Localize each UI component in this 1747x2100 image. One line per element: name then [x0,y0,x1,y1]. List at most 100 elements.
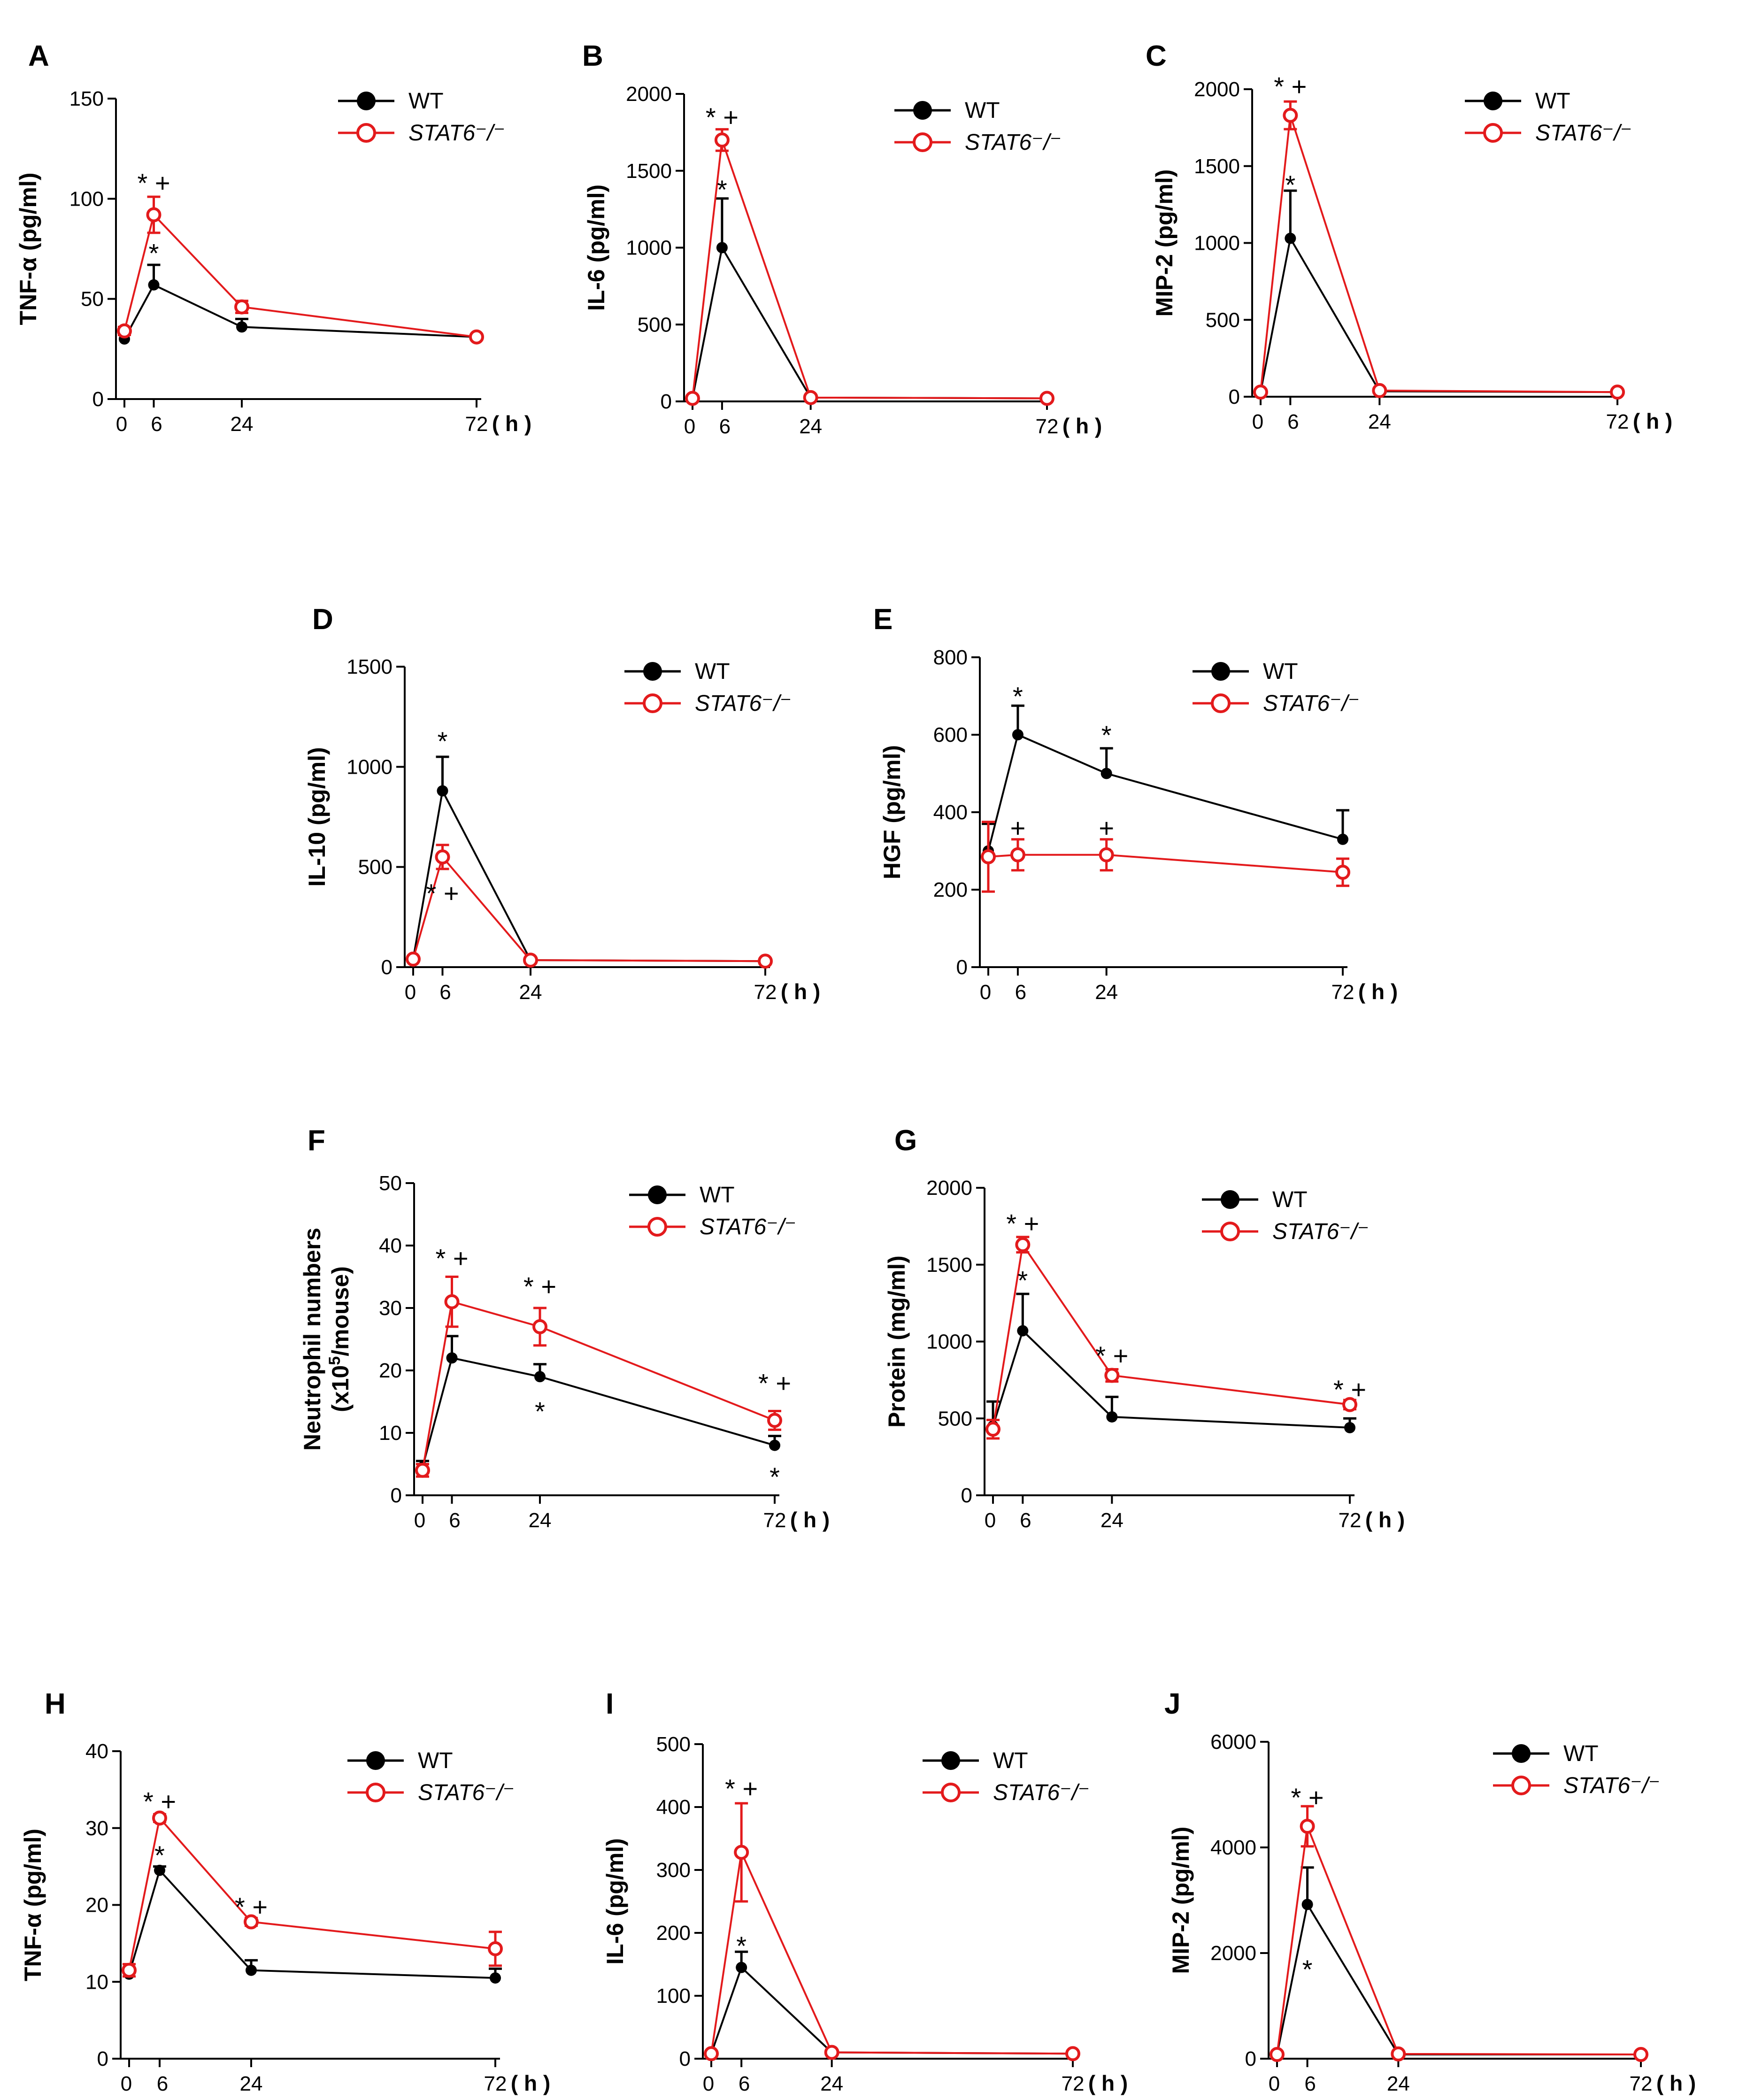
series-line-wt [128,1868,496,1979]
y-tick-label: 30 [85,1817,108,1840]
y-axis-label: TNF-α (pg/ml) [15,172,41,325]
significance-annotation: * + [235,1892,268,1922]
y-tick-label: 50 [81,288,104,311]
data-point-stat6-ko [152,1810,167,1826]
panel-letter: C [1146,40,1167,72]
x-tick-label: 72 [1331,981,1355,1004]
y-tick-label: 0 [97,2047,108,2070]
series-line-stat6-ko [692,139,1047,400]
series-line-stat6-ko [412,855,766,962]
y-tick-label: 1000 [346,755,392,778]
y-tick-label: 800 [933,646,968,669]
x-unit-label: ( h ) [790,1508,830,1532]
legend-label-stat6-ko: STAT6⁻/⁻ [1263,691,1360,716]
data-point-wt [1012,729,1024,740]
panel-letter: H [45,1688,66,1720]
x-tick-label: 24 [1101,1509,1124,1532]
x-tick-label: 6 [449,1509,460,1532]
panel-letter: F [308,1124,325,1157]
x-tick-label: 24 [240,2072,263,2095]
legend-marker-stat6-ko [941,1783,961,1802]
significance-annotation: * [736,1931,747,1961]
series-line-stat6-ko [128,1816,496,1971]
data-point-wt [437,785,448,797]
y-tick-label: 2000 [1194,78,1240,101]
x-tick-label: 72 [484,2072,507,2095]
x-unit-label: ( h ) [1358,979,1398,1004]
panel-letter: E [873,603,893,636]
y-tick-label: 0 [956,956,968,979]
x-tick-label: 0 [703,2072,714,2095]
significance-annotation: * [438,726,448,756]
panel-letter: J [1164,1688,1180,1720]
x-tick-label: 24 [1387,2072,1410,2095]
x-tick-label: 72 [1606,410,1629,433]
panel-letter: B [582,40,603,72]
data-point-stat6-ko [435,849,450,865]
x-tick-label: 72 [1339,1509,1362,1532]
data-point-stat6-ko [1342,1397,1357,1412]
y-tick-label: 100 [656,1985,691,2008]
x-unit-label: ( h ) [492,411,531,436]
y-tick-label: 1500 [926,1254,972,1277]
significance-annotation: * [1285,170,1295,200]
legend-label-wt: WT [408,89,444,114]
data-point-wt [716,242,728,254]
y-tick-label: 1000 [1194,232,1240,255]
y-axis-label-units-part: /mouse) [327,1266,354,1356]
series-line-stat6-ko [422,1300,775,1471]
series-line-wt [1276,1902,1641,2055]
data-point-wt [534,1371,546,1383]
significance-annotation: * [154,1840,165,1870]
data-point-wt [446,1352,458,1364]
x-tick-label: 6 [719,415,731,438]
data-point-stat6-ko [234,299,249,315]
x-tick-label: 72 [465,413,488,436]
y-tick-label: 2000 [1210,1942,1256,1965]
x-tick-label: 6 [1020,1509,1031,1532]
panel-f: F 0 10 20 30 40 50 0 6 24 72( h ) Neutrophil number… [299,1124,830,1532]
series-line-wt [412,788,766,962]
x-tick-label: 6 [1287,410,1299,433]
legend-label-stat6-ko: STAT6⁻/⁻ [695,691,792,716]
legend-label-wt: WT [1263,659,1298,684]
legend-label-wt: WT [1535,89,1570,114]
legend-marker-wt [366,1751,385,1770]
series-line-wt [1260,236,1618,393]
legend-label-stat6-ko: STAT6⁻/⁻ [965,130,1062,155]
data-point-stat6-ko [444,1294,460,1309]
y-tick-label: 0 [961,1484,972,1507]
data-point-wt [1301,1899,1313,1910]
data-point-stat6-ko [1633,2047,1648,2062]
significance-annotation: * [717,175,727,204]
y-axis-label: IL-10 (pg/ml) [304,747,330,886]
legend-marker-wt [1221,1190,1239,1209]
panel-e: E 0 200 400 600 800 0 6 24 72( h ) HGF (pg/ml) WT ST… [873,603,1398,1004]
y-axis-label: IL-6 (pg/ml) [602,1838,628,1964]
legend-marker-stat6-ko [1220,1222,1240,1241]
panel-letter: G [894,1124,917,1157]
data-point-wt [1101,768,1112,779]
significance-annotation: * + [758,1369,791,1398]
x-unit-label: ( h ) [511,2071,550,2095]
legend-label-stat6-ko: STAT6⁻/⁻ [1563,1773,1660,1798]
data-point-stat6-ko [1010,847,1025,862]
y-tick-label: 10 [379,1422,402,1445]
y-tick-label: 0 [661,390,672,413]
significance-annotation: * [1013,682,1023,711]
x-tick-label: 24 [529,1509,552,1532]
data-point-wt [1344,1422,1355,1433]
data-point-stat6-ko [1015,1237,1031,1253]
x-unit-label: ( h ) [1365,1508,1405,1532]
y-tick-label: 6000 [1210,1731,1256,1754]
legend-label-wt: WT [1563,1741,1599,1766]
x-tick-label: 0 [980,981,991,1004]
significance-annotation: * [1302,1954,1313,1984]
legend-label-wt: WT [1272,1187,1308,1212]
data-point-stat6-ko [824,2045,839,2060]
x-tick-label: 0 [684,415,695,438]
significance-annotation: * [1101,720,1112,750]
data-point-stat6-ko [734,1845,749,1860]
